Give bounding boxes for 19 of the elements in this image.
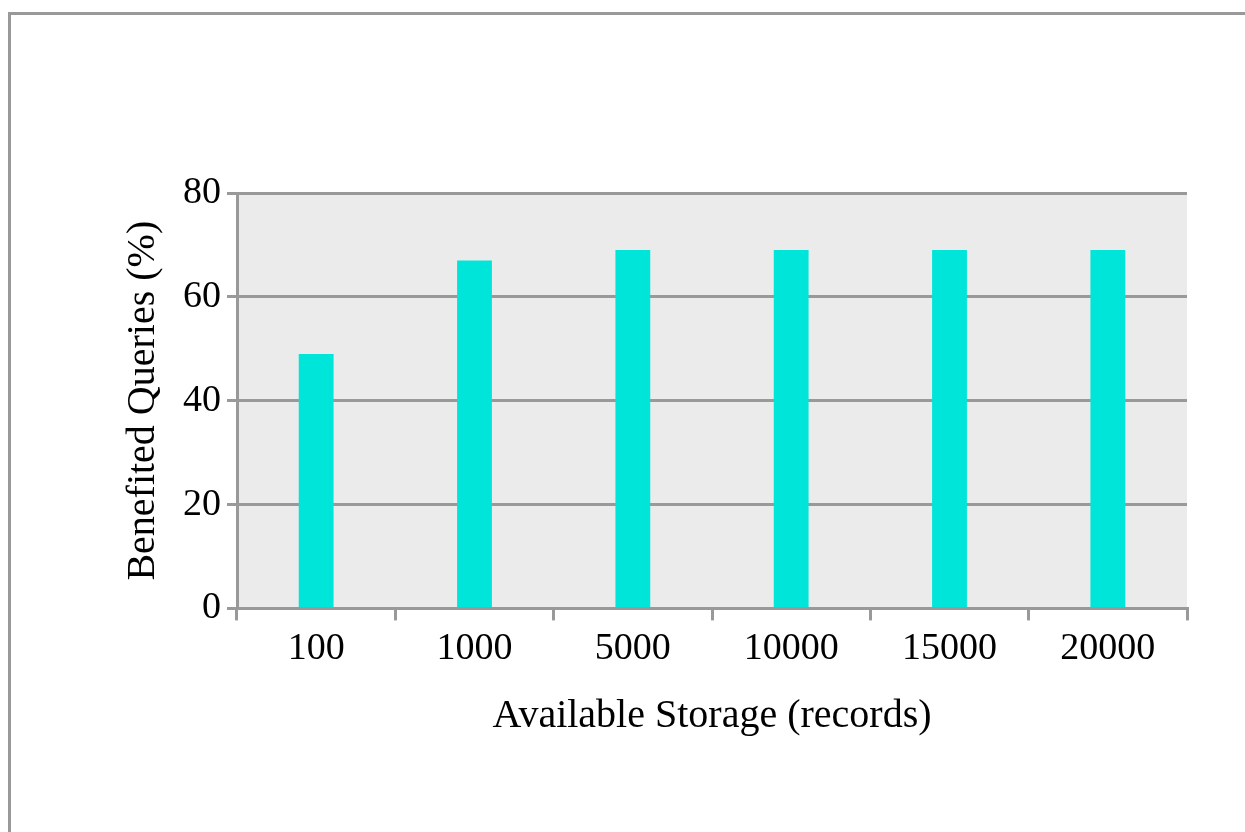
y-tick-label: 60 bbox=[183, 272, 221, 315]
x-tick-label: 20000 bbox=[1060, 625, 1156, 668]
bar bbox=[1090, 250, 1126, 607]
x-tick-label: 1000 bbox=[436, 625, 513, 668]
bar bbox=[457, 260, 492, 607]
x-tick-label: 10000 bbox=[743, 625, 839, 668]
bar bbox=[615, 250, 651, 607]
y-tick-label: 80 bbox=[183, 168, 221, 211]
x-tick-label: 100 bbox=[287, 625, 345, 668]
y-tick-label: 40 bbox=[183, 376, 221, 419]
y-axis-title: Benefited Queries (%) bbox=[117, 220, 163, 581]
x-tick-label: 15000 bbox=[902, 625, 997, 668]
bar bbox=[932, 250, 967, 607]
y-tick-label: 0 bbox=[202, 584, 221, 627]
x-axis-title: Available Storage (records) bbox=[492, 690, 932, 736]
y-tick-label: 20 bbox=[183, 480, 221, 523]
x-tick-label: 5000 bbox=[594, 625, 671, 668]
bar bbox=[773, 250, 809, 607]
bar bbox=[298, 353, 334, 607]
